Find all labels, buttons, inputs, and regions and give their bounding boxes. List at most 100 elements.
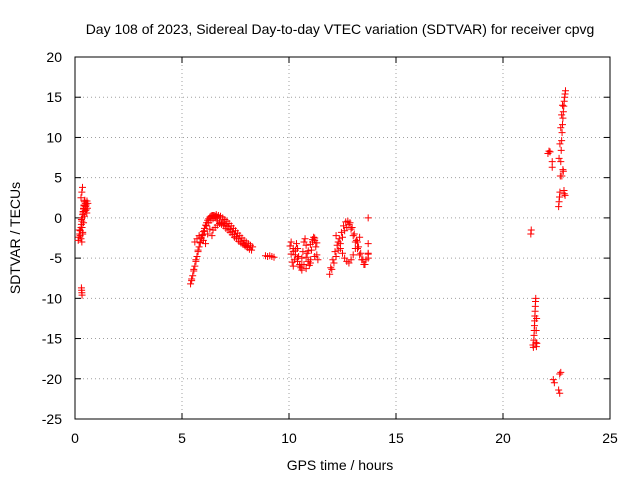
data-point bbox=[287, 238, 295, 246]
data-point bbox=[339, 233, 346, 241]
data-point bbox=[556, 140, 564, 148]
y-tick-label: 20 bbox=[46, 49, 62, 65]
data-point bbox=[206, 225, 214, 233]
y-axis-label: SDTVAR / TECUs bbox=[7, 182, 23, 294]
data-point bbox=[195, 243, 203, 251]
data-point bbox=[559, 114, 567, 122]
data-point bbox=[311, 253, 319, 261]
data-point bbox=[270, 253, 278, 261]
x-tick-label: 15 bbox=[388, 430, 404, 446]
data-point bbox=[532, 327, 540, 335]
data-point bbox=[192, 256, 200, 264]
y-tick-label: -10 bbox=[42, 290, 62, 306]
data-point bbox=[352, 236, 360, 244]
data-point bbox=[361, 261, 369, 269]
data-point bbox=[302, 265, 310, 273]
data-point bbox=[555, 154, 563, 162]
data-point bbox=[243, 243, 251, 251]
data-point bbox=[359, 256, 367, 264]
data-point bbox=[200, 227, 208, 235]
x-axis-label: GPS time / hours bbox=[287, 457, 394, 473]
data-point bbox=[349, 232, 357, 240]
data-point bbox=[558, 101, 566, 109]
data-point bbox=[548, 163, 556, 171]
data-point bbox=[355, 243, 363, 251]
data-point bbox=[302, 241, 310, 249]
data-point bbox=[351, 244, 359, 252]
data-point bbox=[560, 187, 568, 195]
data-point bbox=[558, 121, 566, 129]
data-point bbox=[295, 253, 303, 261]
data-point bbox=[289, 262, 297, 270]
data-point bbox=[340, 222, 348, 230]
data-point bbox=[533, 314, 541, 322]
data-point bbox=[558, 137, 566, 145]
data-point bbox=[311, 234, 319, 242]
data-point bbox=[77, 235, 85, 243]
data-point bbox=[77, 194, 85, 202]
data-point bbox=[313, 239, 321, 247]
y-tick-label: -5 bbox=[50, 250, 63, 266]
data-point bbox=[307, 246, 315, 254]
data-point bbox=[191, 262, 199, 270]
data-point bbox=[78, 224, 86, 232]
data-point bbox=[328, 265, 336, 273]
y-tick-label: 15 bbox=[46, 89, 62, 105]
data-point bbox=[356, 233, 364, 241]
data-point bbox=[188, 275, 196, 283]
data-point bbox=[331, 248, 339, 256]
data-point bbox=[364, 254, 372, 262]
data-point bbox=[557, 146, 565, 154]
data-point bbox=[77, 215, 85, 223]
data-point bbox=[330, 259, 338, 267]
data-point bbox=[339, 249, 346, 257]
data-point bbox=[557, 158, 565, 166]
grid bbox=[75, 57, 610, 419]
data-point bbox=[356, 251, 364, 259]
y-tick-label: 5 bbox=[54, 170, 62, 186]
data-point bbox=[326, 270, 334, 278]
y-tick-label: 10 bbox=[46, 129, 62, 145]
data-point bbox=[299, 248, 307, 256]
data-point bbox=[357, 249, 365, 257]
data-point bbox=[349, 251, 357, 259]
data-point bbox=[306, 259, 314, 267]
data-point bbox=[364, 214, 372, 222]
data-point bbox=[80, 202, 88, 210]
data-point bbox=[559, 166, 567, 174]
data-point bbox=[78, 291, 86, 299]
data-point bbox=[530, 331, 538, 339]
data-point bbox=[335, 235, 343, 243]
x-tick-label: 25 bbox=[602, 430, 618, 446]
data-point bbox=[530, 322, 538, 330]
data-point bbox=[549, 376, 557, 384]
data-point bbox=[79, 230, 87, 238]
data-point bbox=[550, 379, 558, 387]
data-point bbox=[561, 87, 569, 95]
data-point bbox=[302, 253, 310, 261]
data-point bbox=[337, 228, 345, 236]
data-point bbox=[80, 212, 88, 220]
data-point bbox=[248, 246, 256, 254]
data-point bbox=[561, 191, 569, 199]
data-point bbox=[301, 235, 309, 243]
data-point bbox=[532, 294, 540, 302]
data-point bbox=[294, 254, 302, 262]
data-point bbox=[556, 370, 564, 378]
data-point bbox=[546, 148, 554, 156]
data-point bbox=[332, 232, 340, 240]
data-point bbox=[78, 183, 86, 191]
data-point bbox=[327, 264, 335, 272]
data-point bbox=[334, 238, 342, 246]
data-point bbox=[306, 240, 314, 248]
data-point bbox=[346, 219, 354, 227]
data-point bbox=[304, 247, 312, 255]
data-point bbox=[348, 224, 356, 232]
data-point bbox=[199, 228, 207, 236]
data-points bbox=[74, 87, 569, 397]
data-point bbox=[83, 197, 91, 205]
x-tick-label: 0 bbox=[71, 430, 79, 446]
data-point bbox=[545, 147, 553, 155]
data-point bbox=[527, 226, 535, 234]
data-point bbox=[556, 389, 564, 397]
